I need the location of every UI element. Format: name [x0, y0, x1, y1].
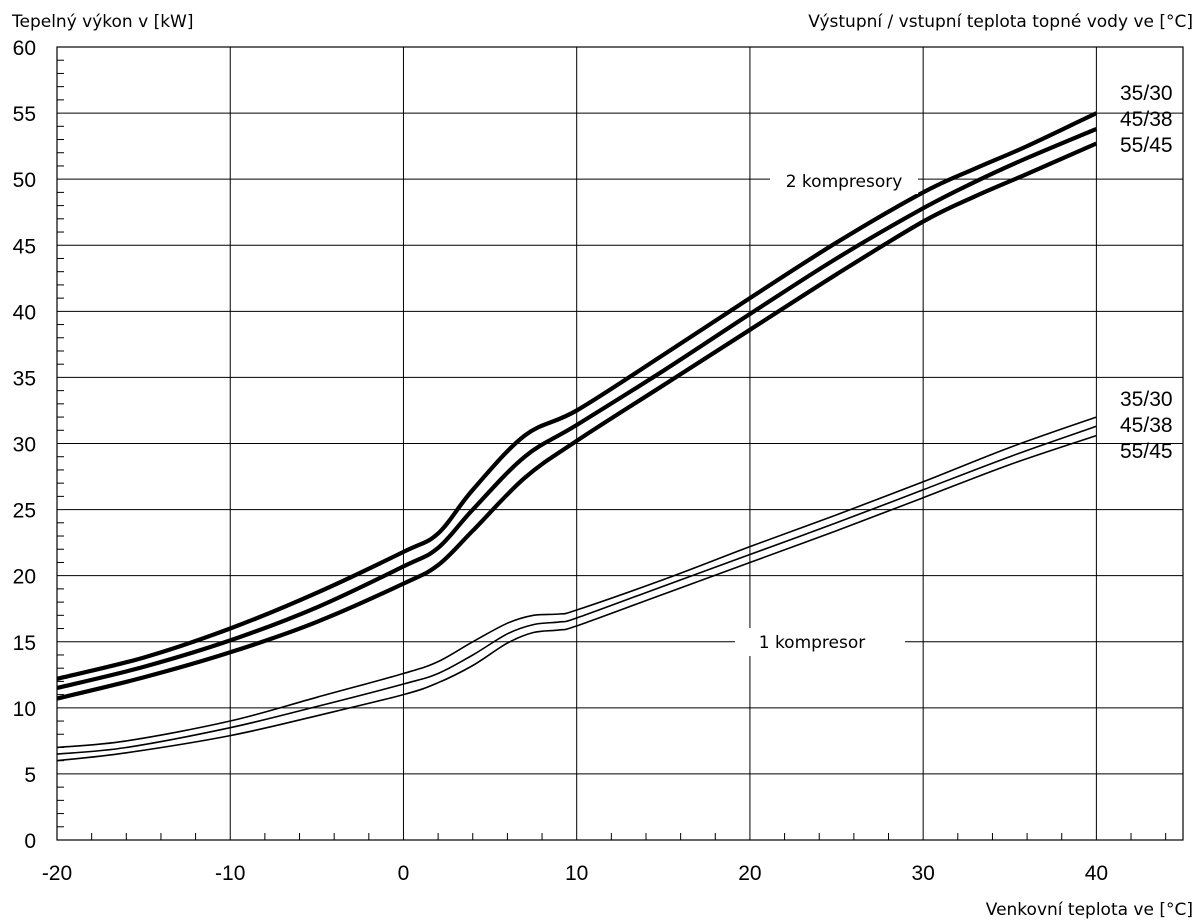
- y-tick-label: 20: [13, 566, 36, 589]
- y-axis-label: Tepelný výkon v [kW]: [11, 12, 194, 32]
- annotation-one-compressor: 1 kompresor: [759, 633, 866, 653]
- legend-title: Výstupní / vstupní teplota topné vody ve…: [808, 12, 1193, 32]
- y-tick-label: 15: [13, 632, 36, 655]
- x-axis-label: Venkovní teplota ve [°C]: [986, 900, 1193, 920]
- y-tick-label: 0: [24, 830, 36, 853]
- y-tick-label: 10: [13, 698, 36, 721]
- x-tick-label: 10: [565, 862, 588, 885]
- series-label-two-compressors: 35/30: [1120, 82, 1173, 105]
- x-tick-label: -10: [215, 862, 245, 885]
- y-tick-label: 55: [13, 103, 36, 126]
- series-label-two-compressors: 45/38: [1120, 108, 1173, 131]
- y-tick-label: 60: [13, 37, 36, 60]
- y-tick-label: 5: [24, 764, 36, 787]
- x-tick-label: 20: [738, 862, 761, 885]
- x-tick-label: 0: [398, 862, 410, 885]
- x-tick-label: 30: [911, 862, 934, 885]
- series-label-two-compressors: 55/45: [1120, 134, 1173, 157]
- tick-labels: -20 -10 0 10 20 30 40 0 5 10 15 20 25 30 35 40 45 50 55 60: [13, 37, 1108, 885]
- y-tick-label: 30: [13, 434, 36, 457]
- y-tick-label: 25: [13, 500, 36, 523]
- y-tick-label: 45: [13, 235, 36, 258]
- x-tick-label: 40: [1085, 862, 1108, 885]
- x-tick-label: -20: [42, 862, 72, 885]
- y-tick-label: 50: [13, 169, 36, 192]
- series-label-one-compressor: 55/45: [1120, 440, 1173, 463]
- y-tick-label: 40: [13, 301, 36, 324]
- y-tick-label: 35: [13, 367, 36, 390]
- series-label-one-compressor: 45/38: [1120, 414, 1173, 437]
- series-label-one-compressor: 35/30: [1120, 388, 1173, 411]
- series-labels: 35/30 45/38 55/45 35/30 45/38 55/45: [1120, 82, 1173, 463]
- annotation-two-compressors: 2 kompresory: [786, 172, 903, 192]
